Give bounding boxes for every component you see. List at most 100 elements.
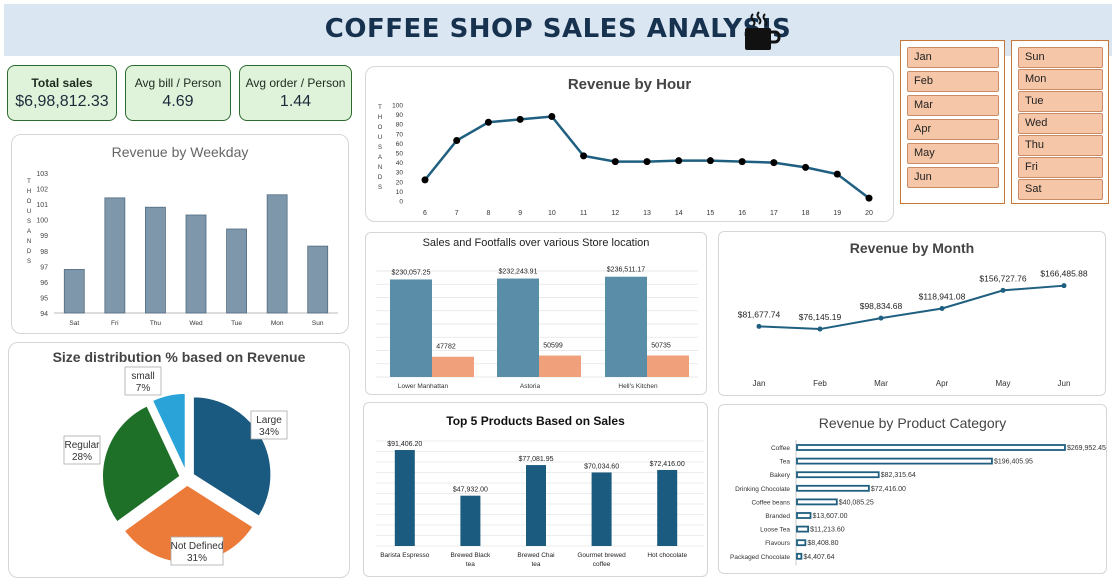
slice-label-pct: 28% — [72, 452, 92, 463]
data-label: 47782 — [436, 344, 456, 351]
data-label: $72,416.00 — [871, 486, 906, 493]
y-tick-label: 103 — [36, 171, 48, 178]
y-axis-label-char: T — [378, 105, 382, 111]
x-tick-label: Sun — [312, 320, 324, 327]
data-label: $76,145.19 — [799, 312, 842, 322]
bar — [460, 495, 481, 546]
bar — [307, 245, 329, 314]
y-tick-label: 98 — [40, 249, 48, 256]
series-line — [424, 115, 870, 200]
y-tick-label: 10 — [396, 189, 404, 196]
y-tick-label: 80 — [396, 122, 404, 129]
y-tick-label: 97 — [40, 264, 48, 271]
data-point — [421, 176, 429, 184]
x-tick-label: tea — [466, 561, 475, 568]
slicer-day-mon[interactable]: Mon — [1018, 69, 1103, 90]
kpi-value: 1.44 — [279, 93, 312, 110]
data-label: $13,607.00 — [813, 513, 848, 520]
bar — [796, 498, 838, 506]
data-point — [817, 326, 823, 332]
bar — [657, 469, 678, 546]
y-tick-label: Loose Tea — [760, 527, 790, 534]
slicer-day-sun[interactable]: Sun — [1018, 47, 1103, 68]
pie-slice — [101, 404, 182, 524]
slice-label-pct: 34% — [259, 427, 279, 438]
data-label: $166,485.88 — [1040, 269, 1088, 279]
data-point — [939, 306, 945, 312]
data-point — [516, 115, 524, 123]
pie-slice — [151, 392, 187, 472]
y-tick-label: 101 — [36, 202, 48, 209]
slicer-month-may[interactable]: May — [907, 143, 999, 164]
y-tick-label: 94 — [40, 311, 48, 318]
y-axis-label-char: N — [27, 239, 31, 245]
y-axis-label-char: D — [378, 175, 383, 181]
y-axis-label-char: D — [27, 249, 32, 255]
x-tick-label: 18 — [802, 210, 810, 217]
bar — [266, 194, 288, 314]
x-tick-label: Gourmet brewed — [577, 552, 626, 559]
bar — [591, 472, 612, 546]
bar — [796, 471, 880, 479]
bar — [796, 444, 1066, 451]
slicer-day-sat[interactable]: Sat — [1018, 179, 1103, 200]
bar — [145, 206, 166, 314]
category-chart-title: Revenue by Product Category — [818, 415, 1007, 431]
store-panel: Sales and Footfalls over various Store l… — [365, 232, 707, 395]
data-point — [706, 157, 714, 165]
y-axis-label-char: S — [27, 219, 31, 225]
y-tick-label: Drinking Chocolate — [735, 486, 790, 493]
y-axis-label-char: U — [378, 135, 382, 141]
category-chart: Coffee $269,952.45 Tea $196,405.95 Bakery $82… — [730, 440, 1106, 566]
kpi-avg-bill: Avg bill / Person 4.69 — [125, 65, 231, 121]
data-label: $232,243.91 — [499, 269, 538, 276]
data-label: $230,057.25 — [392, 269, 431, 276]
x-tick-label: Sat — [69, 320, 79, 327]
x-tick-label: 7 — [455, 210, 459, 217]
y-axis-label-char: S — [27, 259, 31, 265]
data-point — [770, 159, 778, 167]
kpi-value: $6,98,812.33 — [15, 93, 109, 110]
slicer-day-tue[interactable]: Tue — [1018, 91, 1103, 112]
x-tick-label: Feb — [813, 379, 827, 388]
x-tick-label: Jan — [753, 379, 766, 388]
data-point — [833, 170, 841, 178]
x-tick-label: Mar — [874, 379, 888, 388]
data-point — [580, 152, 588, 160]
data-label: 50735 — [651, 342, 671, 349]
slicer-day-thu[interactable]: Thu — [1018, 135, 1103, 156]
x-tick-label: 14 — [675, 210, 683, 217]
bar-footfall — [432, 356, 474, 377]
x-tick-label: 6 — [423, 210, 427, 217]
slicer-month-jan[interactable]: Jan — [907, 47, 999, 68]
coffee-cup-icon — [745, 11, 781, 50]
y-tick-label: Bakery — [770, 472, 791, 479]
y-tick-label: 100 — [392, 103, 403, 110]
slicer-month-apr[interactable]: Apr — [907, 119, 999, 140]
x-tick-label: Barista Espresso — [380, 552, 430, 559]
data-label: $40,085.25 — [839, 499, 874, 506]
y-axis-label-char: O — [378, 125, 383, 131]
y-tick-label: Coffee beans — [751, 499, 790, 506]
slicer-month-feb[interactable]: Feb — [907, 71, 999, 92]
bar — [796, 484, 870, 492]
y-tick-label: 96 — [40, 280, 48, 287]
kpi-label: Avg bill / Person — [134, 76, 222, 90]
bar — [796, 457, 993, 465]
data-point — [453, 137, 461, 145]
y-tick-label: 70 — [396, 131, 404, 138]
x-tick-label: coffee — [593, 561, 611, 568]
slicer-day-fri[interactable]: Fri — [1018, 157, 1103, 178]
slicer-day-wed[interactable]: Wed — [1018, 113, 1103, 134]
weekday-chart-title: Revenue by Weekday — [111, 144, 249, 160]
y-axis-label-char: U — [27, 209, 31, 215]
month-chart: $81,677.74 Jan $76,145.19 Feb $98,834.68 Mar $… — [738, 269, 1088, 388]
bar-footfall — [539, 355, 581, 377]
slicer-month-jun[interactable]: Jun — [907, 167, 999, 188]
x-tick-label: 20 — [865, 210, 873, 217]
slicer-month-mar[interactable]: Mar — [907, 95, 999, 116]
data-point — [1061, 283, 1067, 289]
x-tick-label: Brewed Chai — [517, 552, 554, 559]
weekday-slicer: Sun Mon Tue Wed Thu Fri Sat — [1011, 40, 1109, 204]
